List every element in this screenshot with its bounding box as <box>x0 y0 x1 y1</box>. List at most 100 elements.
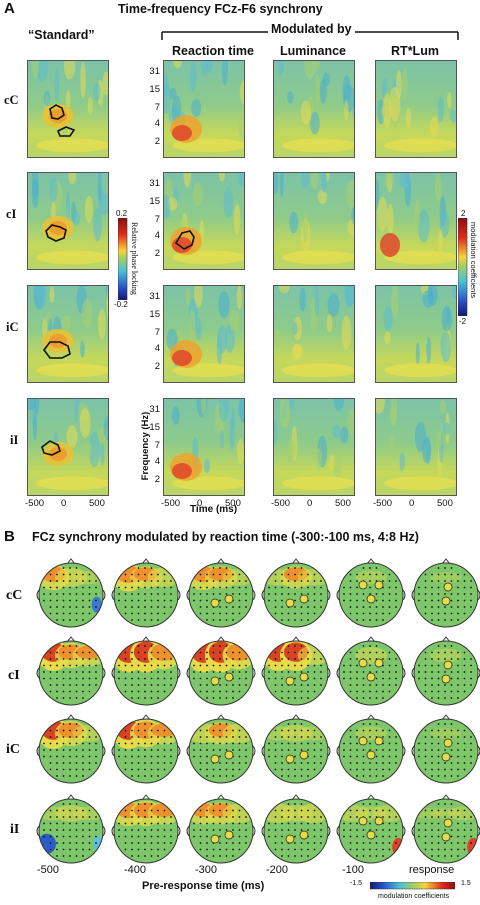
tf-heatmap-r2-c1 <box>163 285 245 383</box>
modulated-label: Modulated by <box>268 22 355 36</box>
cbar-left-max: 0.2 <box>116 209 128 218</box>
tf-heatmap-r1-c1 <box>163 172 245 270</box>
topo-map-r0-c5 <box>411 558 480 628</box>
panel-b-title: FCz synchrony modulated by reaction time… <box>32 530 419 544</box>
freq-tick: 4 <box>154 230 160 241</box>
panel-a-letter: A <box>4 0 15 17</box>
tf-heatmap-r0-c2 <box>273 60 355 158</box>
topo-map-r2-c4 <box>336 714 406 784</box>
topo-map-r0-c2 <box>186 558 256 628</box>
col-header-rtlum: RT*Lum <box>391 44 439 58</box>
freq-tick: 31 <box>149 291 160 302</box>
topo-map-r1-c2 <box>186 636 256 706</box>
cbar-right-label: modulation coefficients <box>469 222 478 299</box>
tf-heatmap-r3-c1 <box>163 398 245 496</box>
freq-tick: 31 <box>149 178 160 189</box>
tf-heatmap-r3-c0 <box>27 398 109 496</box>
freq-tick: 31 <box>149 404 160 415</box>
time-label-100: -100 <box>342 864 365 876</box>
colorbar-right <box>458 218 468 316</box>
topo-map-r0-c4 <box>336 558 406 628</box>
freq-tick: 15 <box>149 84 160 95</box>
col-header-lum: Luminance <box>280 44 346 58</box>
time-label-400: -400 <box>124 864 147 876</box>
time-tick: 500 <box>225 498 241 509</box>
row-label-cI: cI <box>6 207 17 221</box>
tf-heatmap-r0-c0 <box>27 60 109 158</box>
freq-tick: 15 <box>149 422 160 433</box>
time-tick: 0 <box>197 498 203 509</box>
topo-map-r3-c2 <box>186 794 256 864</box>
freq-tick: 7 <box>154 327 160 338</box>
freq-tick: 15 <box>149 196 160 207</box>
freq-tick: 2 <box>154 248 160 259</box>
colorbar-left <box>118 218 128 300</box>
freq-tick: 31 <box>149 66 160 77</box>
topo-row-label-iI: iI <box>10 822 20 837</box>
time-tick: 0 <box>307 498 313 509</box>
cbar-bottom-label: modulation coefficients <box>378 893 450 900</box>
time-tick: -500 <box>25 498 45 509</box>
topo-map-r3-c1 <box>111 794 181 864</box>
time-tick: 0 <box>409 498 415 509</box>
freq-tick: 2 <box>154 474 160 485</box>
tf-heatmap-r1-c3 <box>375 172 457 270</box>
time-label-300: -300 <box>195 864 218 876</box>
topo-map-r2-c2 <box>186 714 256 784</box>
standard-label: “Standard” <box>28 28 95 42</box>
topo-row-label-iC: iC <box>6 742 20 757</box>
freq-tick: 7 <box>154 102 160 113</box>
cbar-right-max: 2 <box>461 209 466 218</box>
time-tick: -500 <box>161 498 181 509</box>
topo-map-r3-c4 <box>336 794 406 864</box>
xlabel-pre-response: Pre-response time (ms) <box>142 880 265 892</box>
tf-heatmap-r2-c3 <box>375 285 457 383</box>
topo-map-r1-c5 <box>411 636 480 706</box>
cbar-left-label: Relative phase locking <box>130 222 139 295</box>
freq-tick: 7 <box>154 214 160 225</box>
tf-heatmap-r2-c0 <box>27 285 109 383</box>
time-tick: 500 <box>335 498 351 509</box>
topo-map-r3-c5 <box>411 794 480 864</box>
freq-tick: 2 <box>154 361 160 372</box>
col-header-rt: Reaction time <box>172 44 254 58</box>
cbar-right-min: -2 <box>459 317 467 326</box>
topo-map-r1-c3 <box>261 636 331 706</box>
cbar-left-min: -0.2 <box>114 300 128 309</box>
freq-tick: 7 <box>154 440 160 451</box>
panel-b-letter: B <box>4 528 15 545</box>
time-label-200: -200 <box>266 864 289 876</box>
topo-map-r0-c0 <box>36 558 106 628</box>
tf-heatmap-r0-c3 <box>375 60 457 158</box>
row-label-cC: cC <box>4 93 19 107</box>
topo-map-r2-c3 <box>261 714 331 784</box>
topo-map-r2-c5 <box>411 714 480 784</box>
topo-map-r3-c3 <box>261 794 331 864</box>
tf-heatmap-r3-c2 <box>273 398 355 496</box>
topo-map-r0-c1 <box>111 558 181 628</box>
xlabel-time: Time (ms) <box>190 504 238 515</box>
freq-tick: 4 <box>154 118 160 129</box>
topo-map-r1-c1 <box>111 636 181 706</box>
time-label-500: -500 <box>37 864 60 876</box>
topo-row-label-cC: cC <box>6 588 23 603</box>
cbar-bottom-max: 1.5 <box>461 880 471 887</box>
topo-row-label-cI: cI <box>8 668 20 683</box>
time-tick: 0 <box>61 498 67 509</box>
topo-map-r2-c0 <box>36 714 106 784</box>
time-tick: -500 <box>271 498 291 509</box>
tf-heatmap-r1-c0 <box>27 172 109 270</box>
time-label-response: response <box>409 864 455 876</box>
row-label-iI: iI <box>10 433 19 447</box>
tf-heatmap-r1-c2 <box>273 172 355 270</box>
freq-tick: 4 <box>154 343 160 354</box>
freq-tick: 15 <box>149 309 160 320</box>
row-label-iC: iC <box>6 320 19 334</box>
freq-tick: 2 <box>154 136 160 147</box>
freq-tick: 4 <box>154 456 160 467</box>
topo-map-r3-c0 <box>36 794 106 864</box>
panel-a-title: Time-frequency FCz-F6 synchrony <box>118 2 323 16</box>
topo-map-r0-c3 <box>261 558 331 628</box>
colorbar-bottom <box>370 882 455 890</box>
cbar-bottom-min: -1.5 <box>350 880 363 887</box>
